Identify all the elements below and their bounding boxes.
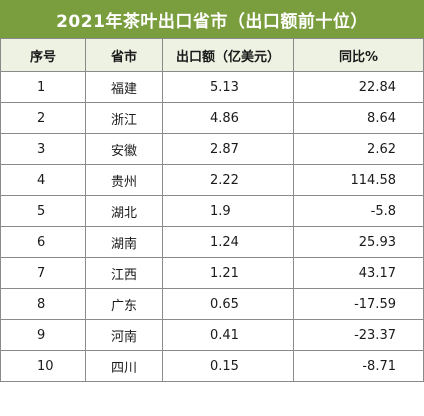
- cell-yoy: -5.8: [293, 195, 424, 227]
- cell-yoy: 8.64: [293, 102, 424, 134]
- cell-province: 湖南: [85, 226, 163, 258]
- header-row: 序号 省市 出口额（亿美元） 同比%: [0, 38, 424, 72]
- header-rank: 序号: [0, 38, 86, 72]
- cell-amount: 0.15: [162, 350, 294, 382]
- export-table: 序号 省市 出口额（亿美元） 同比% 1 福建 5.13 22.84 2 浙江 …: [0, 38, 424, 382]
- cell-province: 福建: [85, 71, 163, 103]
- cell-rank: 5: [0, 195, 86, 227]
- cell-yoy: 22.84: [293, 71, 424, 103]
- cell-province: 湖北: [85, 195, 163, 227]
- cell-yoy: 114.58: [293, 164, 424, 196]
- table-row: 5 湖北 1.9 -5.8: [0, 195, 424, 227]
- cell-province: 浙江: [85, 102, 163, 134]
- table-row: 4 贵州 2.22 114.58: [0, 164, 424, 196]
- table-row: 10 四川 0.15 -8.71: [0, 350, 424, 382]
- cell-amount: 1.21: [162, 257, 294, 289]
- cell-province: 四川: [85, 350, 163, 382]
- table-row: 7 江西 1.21 43.17: [0, 257, 424, 289]
- cell-yoy: 2.62: [293, 133, 424, 165]
- table-row: 6 湖南 1.24 25.93: [0, 226, 424, 258]
- cell-rank: 7: [0, 257, 86, 289]
- cell-province: 安徽: [85, 133, 163, 165]
- cell-province: 河南: [85, 319, 163, 351]
- cell-amount: 4.86: [162, 102, 294, 134]
- cell-province: 江西: [85, 257, 163, 289]
- table-row: 8 广东 0.65 -17.59: [0, 288, 424, 320]
- table-header: 序号 省市 出口额（亿美元） 同比%: [0, 38, 424, 72]
- cell-amount: 1.24: [162, 226, 294, 258]
- header-province: 省市: [85, 38, 163, 72]
- cell-amount: 1.9: [162, 195, 294, 227]
- table-row: 1 福建 5.13 22.84: [0, 71, 424, 103]
- cell-amount: 0.65: [162, 288, 294, 320]
- table-body: 1 福建 5.13 22.84 2 浙江 4.86 8.64 3 安徽 2.87…: [0, 71, 424, 382]
- header-amount: 出口额（亿美元）: [162, 38, 294, 72]
- cell-rank: 1: [0, 71, 86, 103]
- cell-yoy: -8.71: [293, 350, 424, 382]
- table-title: 2021年茶叶出口省市（出口额前十位）: [0, 0, 424, 38]
- cell-rank: 4: [0, 164, 86, 196]
- cell-amount: 0.41: [162, 319, 294, 351]
- cell-amount: 2.22: [162, 164, 294, 196]
- cell-yoy: -23.37: [293, 319, 424, 351]
- cell-amount: 2.87: [162, 133, 294, 165]
- table-row: 2 浙江 4.86 8.64: [0, 102, 424, 134]
- cell-yoy: 25.93: [293, 226, 424, 258]
- cell-yoy: 43.17: [293, 257, 424, 289]
- table-row: 9 河南 0.41 -23.37: [0, 319, 424, 351]
- cell-province: 广东: [85, 288, 163, 320]
- cell-rank: 10: [0, 350, 86, 382]
- cell-rank: 9: [0, 319, 86, 351]
- cell-rank: 6: [0, 226, 86, 258]
- cell-rank: 8: [0, 288, 86, 320]
- cell-yoy: -17.59: [293, 288, 424, 320]
- table-row: 3 安徽 2.87 2.62: [0, 133, 424, 165]
- cell-rank: 3: [0, 133, 86, 165]
- cell-rank: 2: [0, 102, 86, 134]
- cell-province: 贵州: [85, 164, 163, 196]
- cell-amount: 5.13: [162, 71, 294, 103]
- header-yoy: 同比%: [293, 38, 424, 72]
